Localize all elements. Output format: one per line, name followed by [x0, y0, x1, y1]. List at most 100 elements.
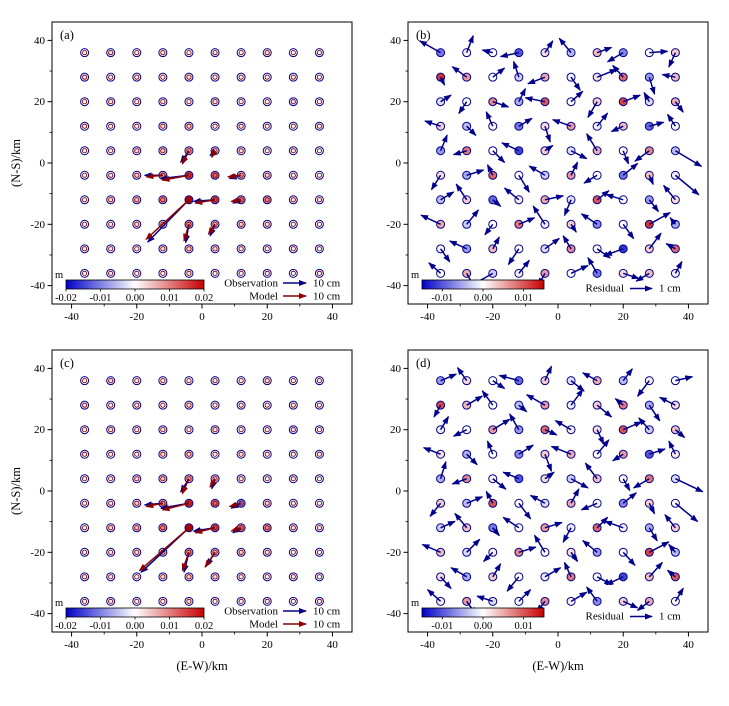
- x-tick-label: 20: [262, 311, 274, 323]
- residual-vector: [674, 429, 686, 439]
- model-vector: [204, 551, 216, 568]
- station-marker-inner: [238, 574, 244, 580]
- residual-vector: [570, 264, 589, 275]
- station-marker: [262, 170, 272, 180]
- x-tick-label: 40: [327, 311, 339, 323]
- residual-vector: [649, 121, 665, 128]
- station-marker-inner: [264, 500, 270, 506]
- axis-title-x: (E-W)/km: [532, 659, 584, 673]
- station-marker: [184, 425, 194, 435]
- station-marker-inner: [160, 74, 166, 80]
- station-marker-inner: [108, 172, 114, 178]
- y-tick-label: -20: [386, 219, 401, 231]
- residual-vector: [622, 421, 643, 431]
- station-marker-inner: [108, 451, 114, 457]
- station-marker: [132, 376, 142, 386]
- legend: Observation 10 cm Model 10 cm: [224, 606, 340, 631]
- station-marker-inner: [238, 549, 244, 555]
- station-marker: [132, 219, 142, 229]
- residual-vector: [596, 68, 618, 78]
- station-marker: [288, 425, 298, 435]
- axis-ticks: -40 -40 -20 -20 0 0 20 20 40 40: [386, 363, 694, 651]
- station-marker: [618, 449, 628, 459]
- station-marker-inner: [186, 402, 192, 408]
- station-marker-inner: [264, 148, 270, 154]
- station-marker-inner: [186, 451, 192, 457]
- station-marker: [462, 498, 472, 508]
- residual-vector: [466, 209, 480, 225]
- residual-vector: [570, 388, 584, 406]
- colorbar-unit-label: m: [55, 270, 63, 281]
- station-marker: [262, 97, 272, 107]
- station-marker: [132, 72, 142, 82]
- axis-ticks: -40 -40 -20 -20 0 0 20 20 40 40: [386, 35, 694, 323]
- legend: Residual 1 cm: [586, 611, 682, 623]
- y-tick-label: 0: [396, 158, 402, 170]
- residual-vector: [562, 234, 572, 250]
- station-marker-inner: [108, 246, 114, 252]
- station-marker: [132, 425, 142, 435]
- station-marker: [436, 48, 446, 58]
- station-marker: [80, 498, 90, 508]
- station-marker: [80, 400, 90, 410]
- station-marker-inner: [238, 476, 244, 482]
- station-marker: [262, 449, 272, 459]
- station-marker-inner: [264, 402, 270, 408]
- station-marker: [106, 170, 116, 180]
- residual-vector: [649, 448, 666, 455]
- station-marker: [436, 449, 446, 459]
- station-marker: [436, 219, 446, 229]
- station-marker-inner: [264, 574, 270, 580]
- station-marker: [236, 244, 246, 254]
- residual-vector: [439, 460, 447, 479]
- station-marker-inner: [108, 598, 114, 604]
- residual-vector: [587, 101, 598, 119]
- station-marker-inner: [160, 123, 166, 129]
- residual-vector: [440, 576, 452, 590]
- residual-vector: [518, 502, 532, 520]
- station-marker-inner: [82, 246, 88, 252]
- station-marker-inner: [238, 246, 244, 252]
- station-marker-inner: [238, 378, 244, 384]
- station-marker-inner: [134, 574, 140, 580]
- residual-vector: [476, 595, 494, 603]
- station-marker: [262, 474, 272, 484]
- station-marker: [184, 121, 194, 131]
- residual-vector: [544, 471, 555, 480]
- stations: [436, 48, 680, 278]
- residual-vector: [458, 101, 468, 115]
- axis-ticks: -40 -40 -20 -20 0 0 20 20 40 40: [30, 35, 338, 323]
- station-marker: [618, 48, 628, 58]
- station-marker: [132, 195, 142, 205]
- station-marker: [236, 72, 246, 82]
- station-marker-inner: [316, 427, 322, 433]
- station-marker: [210, 121, 220, 131]
- station-marker: [158, 523, 168, 533]
- residual-vector: [554, 419, 572, 431]
- residual-vector: [649, 48, 669, 55]
- residual-vector: [569, 223, 577, 233]
- residual-vector: [518, 588, 532, 602]
- station-marker: [158, 72, 168, 82]
- station-marker: [210, 72, 220, 82]
- station-marker: [288, 195, 298, 205]
- station-marker: [566, 219, 576, 229]
- station-marker-inner: [160, 598, 166, 604]
- residual-vector: [544, 194, 565, 201]
- station-marker-inner: [290, 270, 296, 276]
- station-marker: [236, 523, 246, 533]
- model-vector: [230, 197, 242, 204]
- residual-vector: [439, 134, 448, 152]
- station-marker: [184, 596, 194, 606]
- station-marker-inner: [316, 378, 322, 384]
- colorbar-tick-label: -0.01: [431, 621, 453, 632]
- residual-vector: [663, 184, 676, 201]
- station-marker: [644, 449, 654, 459]
- station-marker-inner: [238, 598, 244, 604]
- station-marker: [80, 523, 90, 533]
- station-marker: [210, 449, 220, 459]
- legend: Residual 1 cm: [586, 283, 682, 295]
- residual-vector: [465, 34, 474, 53]
- residual-vector: [440, 191, 455, 201]
- station-marker-inner: [290, 525, 296, 531]
